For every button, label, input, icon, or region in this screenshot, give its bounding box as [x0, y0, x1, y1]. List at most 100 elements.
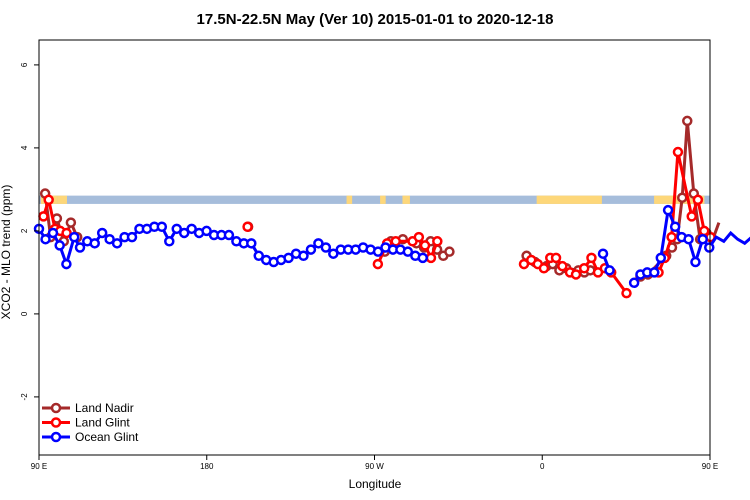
land-segment: [380, 195, 386, 204]
legend-marker: [50, 431, 62, 443]
data-point: [682, 115, 693, 127]
data-point: [156, 221, 168, 232]
data-point: [697, 233, 708, 245]
legend-item: Land Glint: [42, 416, 130, 430]
data-point: [186, 223, 197, 235]
x-tick-label: 0: [540, 462, 545, 471]
data-point: [413, 231, 425, 243]
data-point: [328, 248, 339, 259]
data-point: [704, 242, 715, 253]
data-point: [578, 263, 590, 274]
series-land-glint: [38, 146, 716, 299]
data-point: [597, 248, 609, 259]
legend-label: Ocean Glint: [75, 430, 139, 444]
data-point: [68, 231, 80, 243]
data-point: [89, 238, 100, 249]
y-tick-label: 2: [20, 228, 29, 233]
data-point: [518, 258, 530, 270]
data-point: [61, 227, 72, 239]
y-tick-label: 4: [20, 145, 29, 150]
legend-label: Land Nadir: [75, 401, 134, 415]
data-point: [65, 217, 77, 228]
land-segment: [402, 195, 410, 204]
data-point: [223, 229, 235, 241]
data-point: [390, 236, 401, 247]
legend-label: Land Glint: [75, 416, 130, 430]
data-point: [402, 246, 414, 257]
data-point: [417, 252, 429, 264]
data-point: [74, 242, 86, 253]
data-point: [61, 258, 72, 270]
legend-item: Land Nadir: [42, 401, 134, 415]
data-point: [686, 211, 697, 222]
data-point: [662, 204, 674, 216]
data-point: [96, 227, 108, 239]
data-point: [432, 236, 443, 247]
data-point: [171, 223, 182, 235]
land-segment: [536, 195, 602, 204]
data-point: [676, 192, 688, 203]
data-point: [669, 221, 681, 232]
chart-title: 17.5N-22.5N May (Ver 10) 2015-01-01 to 2…: [197, 11, 554, 28]
data-point: [164, 236, 175, 247]
data-point: [538, 263, 550, 274]
data-point: [550, 252, 562, 264]
series-layer: [33, 115, 750, 299]
data-point: [242, 221, 253, 232]
data-point: [43, 194, 54, 206]
y-tick-label: 6: [20, 62, 29, 67]
x-axis-label: Longitude: [349, 477, 402, 491]
data-point: [298, 250, 309, 262]
y-tick-label: 0: [20, 311, 29, 316]
x-axis: 90 E 180 90 W 0 90 E: [31, 455, 718, 471]
data-point: [283, 252, 294, 264]
data-point: [621, 287, 632, 299]
data-point: [305, 244, 317, 255]
data-point: [586, 252, 597, 264]
data-point: [320, 242, 332, 253]
data-point: [666, 231, 677, 243]
data-point: [419, 240, 431, 251]
x-tick-label: 90 W: [365, 462, 384, 471]
data-point: [40, 233, 51, 245]
data-point: [683, 233, 694, 245]
data-point: [47, 227, 59, 239]
data-point: [111, 238, 123, 249]
data-point: [570, 269, 582, 280]
data-point: [690, 256, 701, 268]
land-ocean-strip: [39, 195, 710, 204]
data-point: [201, 225, 212, 237]
data-point: [372, 246, 384, 257]
land-segment: [346, 195, 353, 204]
y-axis: -2 0 2 4 6: [20, 62, 39, 400]
y-axis-label: XCO2 - MLO trend (ppm): [0, 185, 13, 320]
y-tick-label: -2: [20, 393, 29, 401]
data-point: [557, 260, 568, 272]
data-point: [655, 252, 667, 264]
legend-marker: [50, 417, 62, 428]
data-point: [104, 233, 115, 245]
data-point: [253, 250, 265, 262]
series-ocean-glint: [33, 204, 750, 289]
data-point: [178, 227, 190, 239]
ocean-band: [39, 195, 710, 204]
x-tick-label: 90 E: [31, 462, 47, 471]
data-point: [444, 246, 455, 257]
data-point: [604, 265, 615, 276]
data-point: [372, 258, 384, 270]
legend-item: Ocean Glint: [42, 430, 139, 444]
legend-marker: [50, 402, 62, 414]
data-point: [38, 211, 49, 222]
data-point: [425, 252, 437, 264]
data-point: [313, 238, 324, 249]
data-point: [692, 194, 704, 206]
data-point: [628, 277, 640, 289]
data-point: [126, 231, 138, 243]
data-point: [672, 146, 684, 158]
x-tick-label: 180: [200, 462, 214, 471]
data-point: [246, 238, 257, 249]
x-tick-label: 90 E: [702, 462, 718, 471]
land-segment: [57, 195, 67, 204]
